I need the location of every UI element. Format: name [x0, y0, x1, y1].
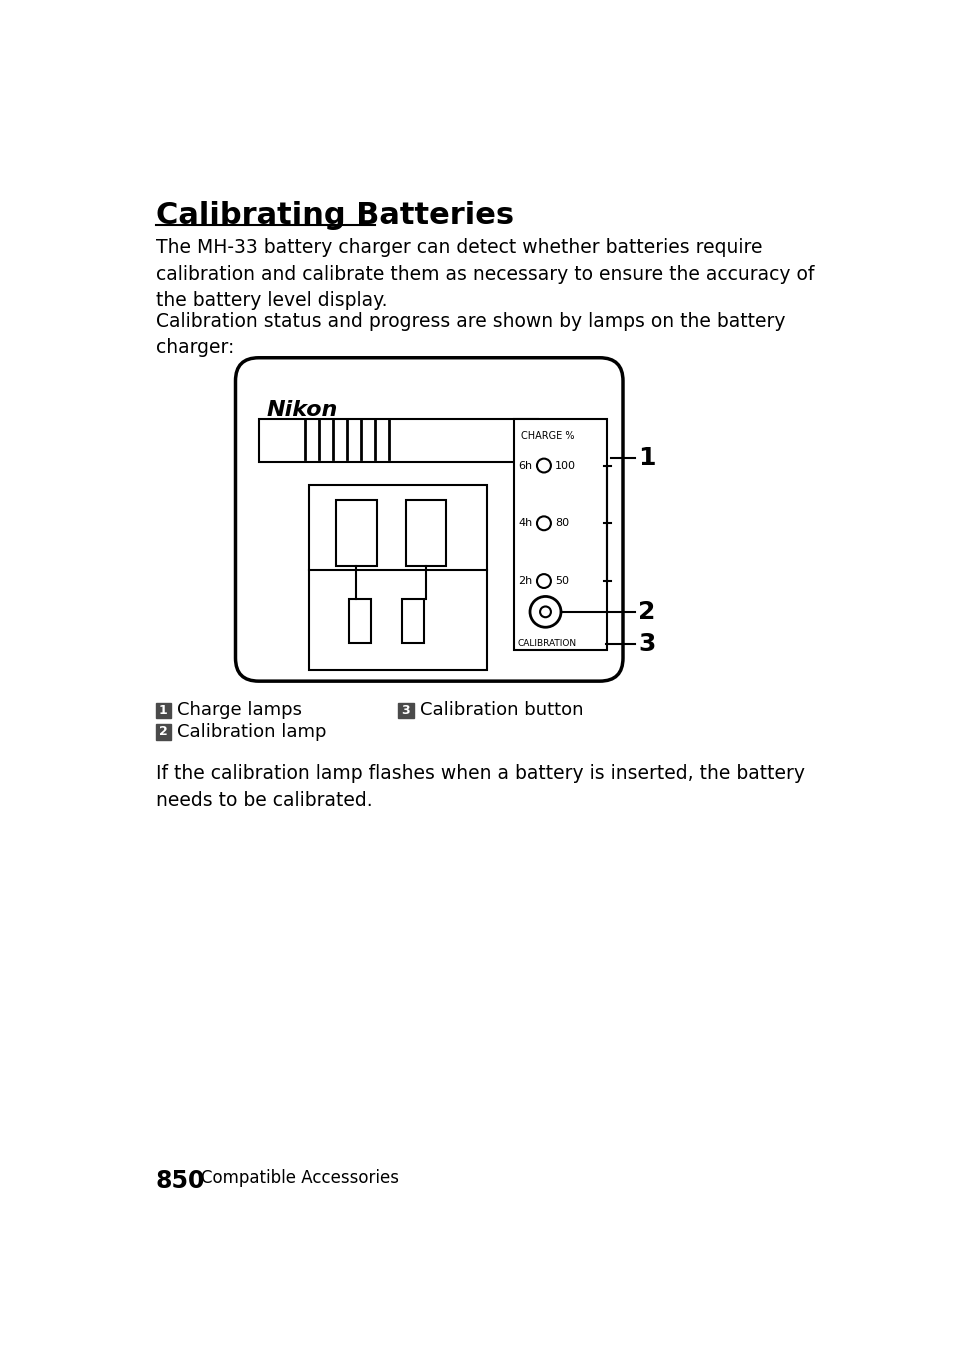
Text: Nikon: Nikon [266, 399, 337, 420]
Bar [349, 599, 371, 643]
Text: 2: 2 [638, 600, 655, 624]
Bar [514, 420, 607, 651]
Circle shape [539, 607, 550, 617]
Bar [258, 420, 537, 461]
Text: 850: 850 [155, 1169, 205, 1193]
FancyBboxPatch shape [235, 358, 622, 681]
Text: Calibration lamp: Calibration lamp [177, 724, 327, 741]
Circle shape [537, 516, 550, 530]
Bar [309, 484, 487, 670]
Text: 3: 3 [401, 703, 410, 717]
Text: CHARGE %: CHARGE % [520, 430, 574, 441]
Text: Charge lamps: Charge lamps [177, 701, 302, 720]
Text: 100: 100 [555, 460, 576, 471]
Circle shape [530, 596, 560, 627]
Text: CALIBRATION: CALIBRATION [517, 639, 577, 648]
Bar [155, 702, 171, 718]
Text: Compatible Accessories: Compatible Accessories [200, 1169, 398, 1186]
Text: 6h: 6h [517, 460, 532, 471]
Bar [335, 500, 376, 566]
Text: 3: 3 [638, 632, 655, 656]
Text: 50: 50 [555, 576, 568, 586]
Text: Calibration button: Calibration button [419, 701, 583, 720]
Text: 1: 1 [159, 703, 168, 717]
Text: If the calibration lamp flashes when a battery is inserted, the battery
needs to: If the calibration lamp flashes when a b… [155, 764, 803, 810]
Text: The MH-33 battery charger can detect whether batteries require
calibration and c: The MH-33 battery charger can detect whe… [155, 238, 813, 311]
Bar [402, 599, 423, 643]
Bar [406, 500, 446, 566]
Text: 2h: 2h [517, 576, 532, 586]
Text: 4h: 4h [517, 518, 532, 529]
Text: 2: 2 [159, 725, 168, 738]
Text: 80: 80 [555, 518, 568, 529]
Bar [397, 702, 414, 718]
Text: Calibrating Batteries: Calibrating Batteries [155, 202, 514, 230]
Bar [155, 724, 171, 740]
Text: Calibration status and progress are shown by lamps on the battery
charger:: Calibration status and progress are show… [155, 312, 784, 356]
Circle shape [537, 459, 550, 472]
Text: 1: 1 [638, 445, 656, 469]
Circle shape [537, 574, 550, 588]
